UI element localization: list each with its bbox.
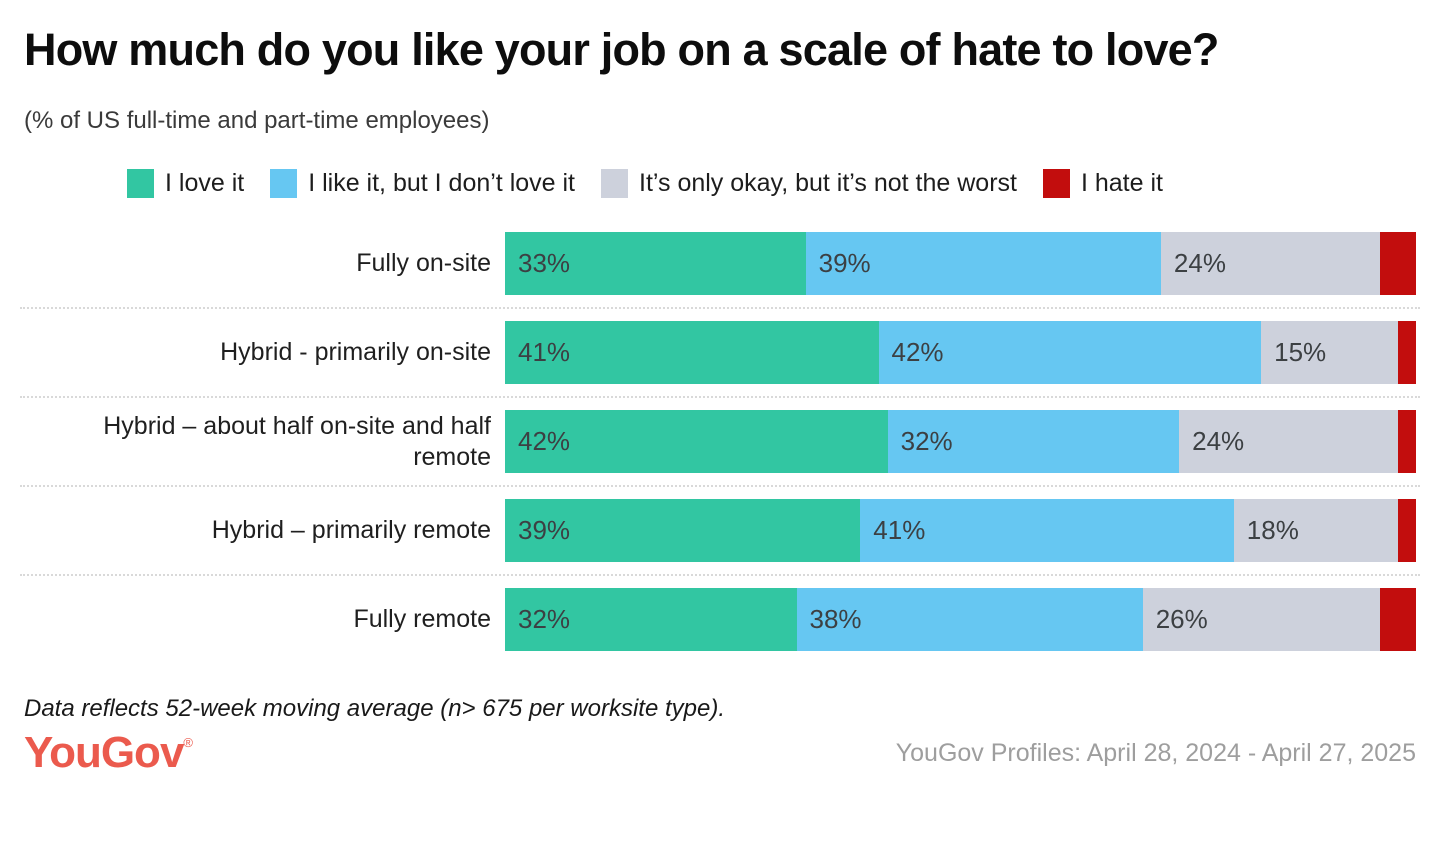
legend-swatch-okay <box>601 169 628 199</box>
legend: I love it I like it, but I don’t love it I… <box>127 169 1416 199</box>
legend-label-love: I love it <box>165 169 245 198</box>
legend-label-hate: I hate it <box>1080 169 1163 198</box>
bar-segment-hate <box>1397 499 1416 563</box>
bar-segment-like: 38% <box>796 588 1143 652</box>
category-label: Hybrid – about half on-site and half rem… <box>103 411 491 471</box>
segment-value: 41% <box>873 515 926 546</box>
segment-value: 38% <box>809 604 862 635</box>
bar-segment-love: 42% <box>505 410 888 474</box>
bar-segment-love: 32% <box>505 588 797 652</box>
stacked-bar: 33% 39% 24% <box>505 232 1416 296</box>
bar-segment-love: 33% <box>505 232 806 296</box>
segment-value: 24% <box>1192 426 1245 457</box>
page-subtitle: (% of US full-time and part-time employe… <box>24 107 490 135</box>
legend-swatch-like <box>270 169 298 199</box>
segment-value: 32% <box>518 604 571 635</box>
logo-text: YouGov <box>24 728 184 778</box>
bar-segment-okay: 24% <box>1179 410 1398 474</box>
stacked-bar: 32% 38% 26% <box>505 588 1416 652</box>
segment-value: 26% <box>1155 604 1208 635</box>
footer-row: YouGov® YouGov Profiles: April 28, 2024 … <box>24 729 1416 777</box>
yougov-logo: YouGov® <box>24 728 193 778</box>
category-label: Hybrid - primarily on-site <box>220 338 491 367</box>
bar-row: Fully on-site 33% 39% 24% <box>24 220 1416 307</box>
bar-segment-hate <box>1397 410 1416 474</box>
segment-value: 42% <box>518 426 571 457</box>
bar-segment-okay: 26% <box>1142 588 1380 652</box>
row-separator <box>20 574 1420 577</box>
bar-segment-like: 42% <box>878 321 1262 385</box>
bar-segment-hate <box>1397 321 1416 385</box>
bar-segment-like: 39% <box>805 232 1161 296</box>
legend-item-hate: I hate it <box>1042 169 1163 199</box>
category-label: Hybrid – primarily remote <box>211 516 491 545</box>
legend-swatch-hate <box>1042 169 1070 199</box>
segment-value: 32% <box>900 426 953 457</box>
legend-label-like: I like it, but I don’t love it <box>308 169 575 198</box>
legend-label-okay: It’s only okay, but it’s not the worst <box>639 169 1017 198</box>
source-text: YouGov Profiles: April 28, 2024 - April … <box>895 739 1416 768</box>
bar-segment-hate <box>1379 232 1416 296</box>
row-separator <box>20 485 1420 488</box>
category-label: Fully on-site <box>356 249 491 278</box>
bar-row: Hybrid – about half on-site and half rem… <box>24 398 1416 485</box>
bar-row: Hybrid - primarily on-site 41% 42% 15% <box>24 309 1416 396</box>
row-separator <box>20 396 1420 399</box>
bar-row: Fully remote 32% 38% 26% <box>24 576 1416 663</box>
stacked-bar: 39% 41% 18% <box>505 499 1416 563</box>
bar-row: Hybrid – primarily remote 39% 41% 18% <box>24 487 1416 574</box>
registered-mark-icon: ® <box>183 735 193 751</box>
segment-value: 39% <box>818 248 871 279</box>
bar-segment-like: 32% <box>887 410 1180 474</box>
legend-item-love: I love it <box>127 169 245 199</box>
segment-value: 41% <box>518 337 571 368</box>
segment-value: 18% <box>1246 515 1299 546</box>
category-label: Fully remote <box>353 605 491 634</box>
bar-segment-love: 39% <box>505 499 861 563</box>
bar-chart: Fully on-site 33% 39% 24% Hybrid - primarily… <box>20 220 1420 663</box>
bar-segment-okay: 15% <box>1261 321 1398 385</box>
legend-item-okay: It’s only okay, but it’s not the worst <box>601 169 1017 199</box>
bar-segment-love: 41% <box>505 321 879 385</box>
segment-value: 24% <box>1173 248 1226 279</box>
row-separator <box>20 307 1420 310</box>
segment-value: 39% <box>518 515 571 546</box>
legend-item-like: I like it, but I don’t love it <box>270 169 575 199</box>
footnote: Data reflects 52-week moving average (n>… <box>24 695 726 723</box>
bar-segment-okay: 18% <box>1233 499 1398 563</box>
bar-segment-like: 41% <box>860 499 1234 563</box>
page-title: How much do you like your job on a scale… <box>24 24 1219 75</box>
bar-segment-okay: 24% <box>1160 232 1380 296</box>
legend-swatch-love <box>127 169 154 199</box>
bar-segment-hate <box>1379 588 1416 652</box>
stacked-bar: 41% 42% 15% <box>505 321 1416 385</box>
segment-value: 15% <box>1274 337 1327 368</box>
stacked-bar: 42% 32% 24% <box>505 410 1416 474</box>
segment-value: 42% <box>891 337 944 368</box>
segment-value: 33% <box>518 248 571 279</box>
